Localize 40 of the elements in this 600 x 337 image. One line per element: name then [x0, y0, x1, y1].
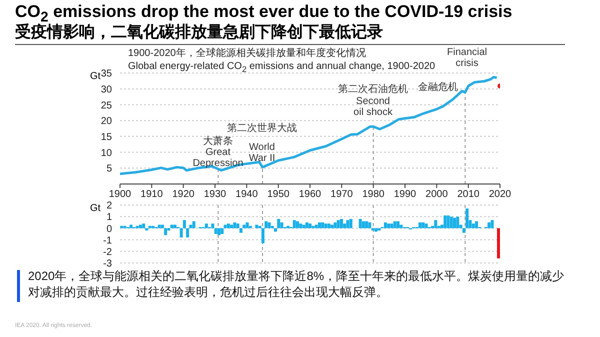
y-tick-label: 1	[106, 212, 112, 224]
y-tick-label: 25	[100, 100, 112, 112]
y-axis-title: Gt	[90, 71, 101, 82]
x-tick-label: 1950	[267, 189, 290, 200]
x-tick-label: 2010	[457, 189, 480, 200]
x-tick-label: 1990	[394, 189, 417, 200]
annotation: 大萧条	[203, 136, 233, 147]
y-tick-label: -3	[103, 258, 112, 270]
x-tick-label: 1930	[204, 189, 227, 200]
y-axis-title: Gt	[90, 203, 101, 214]
x-tick-label: 1940	[236, 189, 258, 200]
annotation: 第二次世界大战	[227, 123, 297, 134]
annotation: Global energy-related CO$_{2}$ emissions and annual change, 1900-2020	[128, 61, 436, 74]
annotation: Great Depression	[192, 147, 244, 169]
y-tick-label: 5	[106, 164, 112, 175]
x-tick-label: 2000	[426, 189, 448, 200]
y-tick-label: 15	[100, 132, 112, 143]
x-tick-label: 2020	[488, 189, 512, 200]
annotation: Second oil shock	[354, 96, 392, 118]
x-tick-label: 1900	[108, 189, 132, 200]
y-tick-label: 35	[100, 68, 112, 80]
chart-subtitle: 受疫情影响，二氧化碳排放量急剧下降创下最低记录	[15, 24, 383, 41]
x-tick-label: 1960	[298, 189, 322, 200]
x-tick-label: 1920	[172, 189, 195, 200]
text: 1900-2020年，全球能源相关碳排放量和年度变化情况	[128, 48, 366, 59]
text: Financial crisis	[446, 47, 488, 69]
y-tick-label: -2	[103, 246, 112, 258]
y-tick-label: 2	[106, 200, 112, 212]
y-tick-label: 20	[100, 116, 112, 128]
annotation: World War II	[248, 142, 276, 164]
y-tick-label: -1	[103, 235, 112, 246]
y-tick-label: 0	[106, 224, 112, 235]
x-tick-label: 1910	[140, 189, 164, 200]
annotation: 第二次石油危机	[338, 84, 408, 95]
annotation: 金融危机	[418, 82, 458, 93]
text: 2020年，全球与能源相关的二氧化碳排放量将下降近8%，降至十年来的最低水平。煤炭使用量的减少对减排的贡献最大。过往经验表明，危机过后往往会出现大幅反弹。	[28, 269, 564, 300]
x-tick-label: 1980	[362, 189, 385, 200]
y-tick-label: 10	[100, 148, 112, 159]
y-tick-label: 30	[100, 84, 112, 96]
x-tick-label: 1970	[330, 189, 354, 200]
